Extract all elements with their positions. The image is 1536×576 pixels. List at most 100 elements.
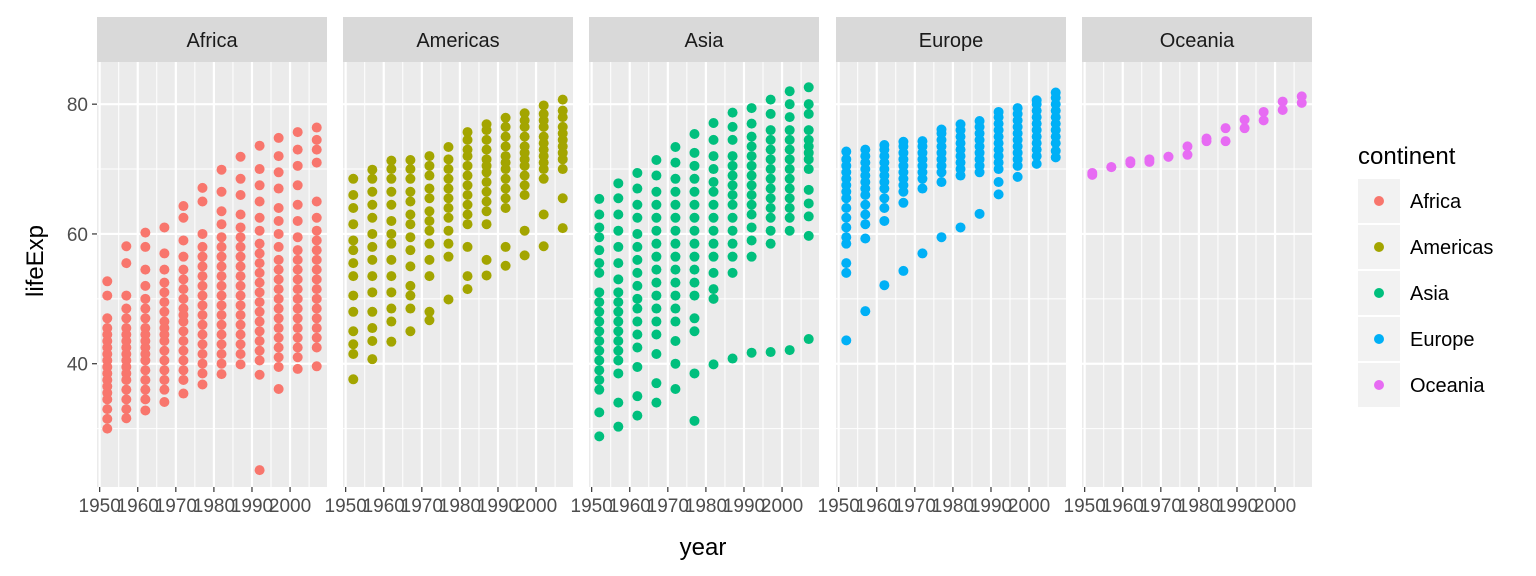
data-point	[462, 209, 473, 220]
data-point	[254, 277, 265, 288]
data-point	[557, 223, 568, 234]
x-tick-label: 2000	[761, 496, 803, 517]
data-point	[1239, 123, 1250, 134]
facet-strip-label: Africa	[186, 30, 238, 52]
data-point	[254, 164, 265, 175]
data-point	[708, 134, 719, 145]
data-point	[1012, 171, 1023, 182]
legend-label: Oceania	[1410, 375, 1485, 397]
data-point	[311, 157, 322, 168]
data-point	[538, 100, 549, 111]
facet-strip-label: Europe	[919, 30, 984, 52]
data-point	[765, 125, 776, 136]
legend-title: continent	[1358, 143, 1456, 170]
data-point	[292, 303, 303, 314]
data-point	[841, 258, 852, 269]
data-point	[689, 238, 700, 249]
data-point	[481, 270, 492, 281]
x-tick-label: 1970	[1140, 496, 1182, 517]
data-point	[689, 313, 700, 324]
data-point	[519, 131, 530, 142]
data-point	[632, 391, 643, 402]
data-point	[803, 184, 814, 195]
data-point	[273, 284, 284, 295]
data-point	[235, 190, 246, 201]
x-tick-label: 1990	[1216, 496, 1258, 517]
data-point	[235, 359, 246, 370]
data-point	[841, 202, 852, 213]
data-point	[216, 369, 227, 380]
data-point	[670, 303, 681, 314]
data-point	[159, 277, 170, 288]
data-point	[481, 186, 492, 197]
data-point	[594, 336, 605, 347]
data-point	[273, 332, 284, 343]
data-point	[651, 199, 662, 210]
legend: continent Africa Americas Asia Europe Oceania	[1358, 143, 1493, 407]
data-point	[216, 251, 227, 262]
data-point	[424, 254, 435, 265]
data-point	[254, 212, 265, 223]
data-point	[348, 306, 359, 317]
data-point	[784, 202, 795, 213]
data-point	[557, 94, 568, 105]
data-point	[140, 241, 151, 252]
data-point	[311, 144, 322, 155]
y-axis-title: lifeExp	[22, 225, 49, 297]
data-point	[462, 219, 473, 230]
facet-panels: Africa195019601970198019902000Americas19…	[79, 17, 1312, 517]
data-point	[386, 303, 397, 314]
data-point	[348, 326, 359, 337]
data-point	[405, 173, 416, 184]
y-axis: 40 60 80	[67, 95, 97, 376]
data-point	[159, 264, 170, 275]
data-point	[670, 384, 681, 395]
data-point	[727, 190, 738, 201]
points-europe	[841, 87, 1061, 346]
data-point	[311, 245, 322, 256]
data-point	[405, 290, 416, 301]
data-point	[708, 359, 719, 370]
data-point	[613, 209, 624, 220]
data-point	[462, 160, 473, 171]
data-point	[1220, 123, 1231, 134]
data-point	[917, 183, 928, 194]
data-point	[254, 345, 265, 356]
data-point	[519, 115, 530, 126]
data-point	[1050, 87, 1061, 98]
data-point	[367, 254, 378, 265]
data-point	[670, 251, 681, 262]
data-point	[594, 326, 605, 337]
data-point	[292, 254, 303, 265]
data-point	[765, 212, 776, 223]
data-point	[292, 144, 303, 155]
data-point	[803, 134, 814, 145]
data-point	[178, 274, 189, 285]
data-point	[632, 293, 643, 304]
legend-key-dot	[1374, 288, 1384, 298]
data-point	[500, 121, 511, 132]
data-point	[348, 339, 359, 350]
data-point	[841, 232, 852, 243]
data-point	[727, 107, 738, 118]
data-point	[1258, 106, 1269, 117]
data-point	[765, 347, 776, 358]
data-point	[727, 238, 738, 249]
x-tick-label: 1960	[117, 496, 159, 517]
data-point	[500, 260, 511, 271]
data-point	[273, 241, 284, 252]
data-point	[784, 345, 795, 356]
data-point	[803, 125, 814, 136]
data-point	[613, 316, 624, 327]
data-point	[292, 274, 303, 285]
data-point	[803, 230, 814, 241]
data-point	[481, 119, 492, 130]
data-point	[254, 248, 265, 259]
data-point	[235, 290, 246, 301]
data-point	[159, 397, 170, 407]
data-point	[746, 118, 757, 129]
data-point	[159, 297, 170, 308]
data-point	[178, 345, 189, 356]
